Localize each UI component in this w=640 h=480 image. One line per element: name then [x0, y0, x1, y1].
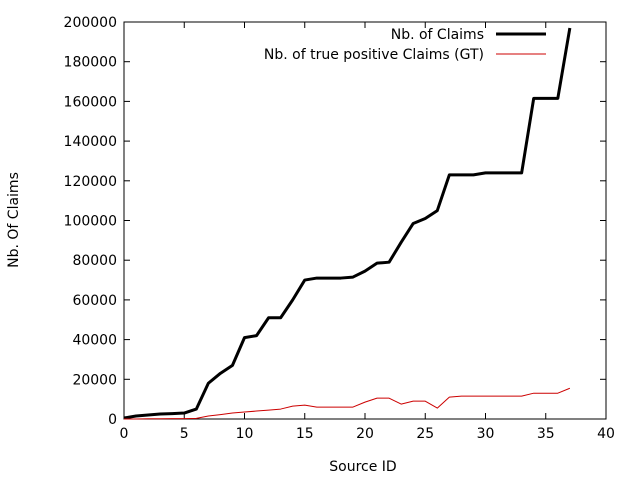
x-tick-label: 10 — [236, 426, 254, 442]
legend-label-claims: Nb. of Claims — [391, 27, 484, 43]
y-tick-label: 120000 — [64, 174, 117, 190]
y-tick-label: 200000 — [64, 15, 117, 31]
y-tick-label: 100000 — [64, 214, 117, 230]
x-tick-label: 0 — [120, 426, 129, 442]
x-tick-label: 20 — [356, 426, 374, 442]
x-tick-label: 15 — [296, 426, 314, 442]
series-line-true-positive — [124, 387, 571, 420]
y-tick-label: 180000 — [64, 55, 117, 71]
y-tick-label: 20000 — [72, 372, 117, 388]
x-tick-label: 40 — [597, 426, 615, 442]
x-tick-label: 25 — [416, 426, 434, 442]
plot-area — [123, 21, 607, 420]
axis-ticks: 0 5 10 15 20 25 30 35 40 0 20000 40000 60000 80000 100… — [64, 15, 615, 442]
y-tick-label: 160000 — [64, 94, 117, 110]
series-line-claims — [123, 27, 572, 420]
y-tick-label: 0 — [108, 412, 117, 428]
y-axis-title: Nb. Of Claims — [6, 172, 22, 268]
x-tick-label: 30 — [477, 426, 495, 442]
y-tick-label: 140000 — [64, 134, 117, 150]
series-lines — [123, 27, 572, 420]
y-tick-label: 40000 — [72, 333, 117, 349]
x-tick-label: 35 — [537, 426, 555, 442]
y-tick-label: 60000 — [72, 293, 117, 309]
x-axis-title: Source ID — [329, 459, 396, 475]
x-tick-label: 5 — [180, 426, 189, 442]
legend: Nb. of Claims Nb. of true positive Claim… — [264, 27, 546, 63]
y-tick-label: 80000 — [72, 253, 117, 269]
legend-label-true-positive: Nb. of true positive Claims (GT) — [264, 47, 484, 63]
